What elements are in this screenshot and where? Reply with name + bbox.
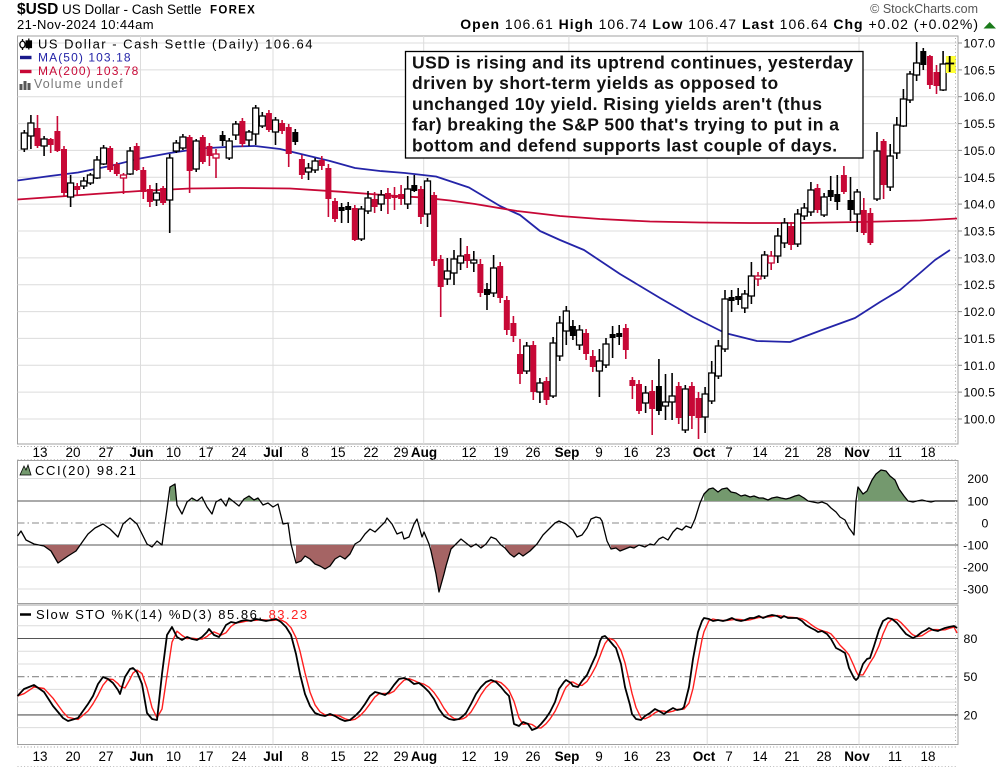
svg-text:Oct: Oct (693, 445, 716, 460)
svg-text:100.0: 100.0 (964, 413, 996, 427)
svg-text:8: 8 (301, 445, 309, 460)
svg-text:CCI(20) 98.21: CCI(20) 98.21 (35, 463, 137, 478)
svg-text:21: 21 (784, 445, 799, 460)
svg-text:7: 7 (725, 749, 733, 764)
svg-text:20: 20 (65, 445, 80, 460)
svg-text:16: 16 (623, 749, 638, 764)
svg-text:13: 13 (32, 445, 47, 460)
svg-text:Aug: Aug (411, 445, 437, 460)
svg-text:13: 13 (32, 749, 47, 764)
svg-text:27: 27 (98, 749, 113, 764)
svg-text:18: 18 (920, 445, 935, 460)
svg-text:12: 12 (461, 445, 476, 460)
svg-text:26: 26 (525, 445, 540, 460)
svg-text:Jul: Jul (263, 749, 283, 764)
svg-text:17: 17 (198, 749, 213, 764)
svg-text:103.0: 103.0 (964, 251, 996, 265)
svg-text:102.5: 102.5 (964, 278, 996, 292)
svg-text:-300: -300 (963, 583, 988, 597)
svg-text:15: 15 (330, 445, 345, 460)
svg-text:Sep: Sep (555, 445, 580, 460)
svg-text:22: 22 (363, 445, 378, 460)
svg-text:Sep: Sep (555, 749, 580, 764)
svg-text:11: 11 (888, 445, 902, 460)
svg-text:29: 29 (393, 445, 408, 460)
svg-text:50: 50 (964, 670, 978, 684)
svg-text:US Dollar - Cash Settle (Daily: US Dollar - Cash Settle (Daily) 106.64 (38, 37, 314, 52)
svg-text:9: 9 (595, 749, 603, 764)
svg-text:$USD: $USD (17, 1, 58, 18)
svg-text:-100: -100 (963, 539, 988, 553)
svg-text:Open 106.61 High 106.74 Low 10: Open 106.61 High 106.74 Low 106.47 Last … (460, 16, 979, 32)
svg-text:US Dollar - Cash Settle: US Dollar - Cash Settle (62, 2, 202, 17)
svg-text:103.5: 103.5 (964, 225, 996, 239)
svg-text:107.0: 107.0 (964, 37, 996, 51)
svg-text:USD is rising and its uptrend: USD is rising and its uptrend continues,… (412, 53, 854, 73)
svg-text:12: 12 (461, 749, 476, 764)
svg-text:Jun: Jun (129, 749, 153, 764)
svg-text:200: 200 (967, 472, 988, 486)
svg-text:14: 14 (752, 445, 768, 460)
svg-text:Slow STO %K(14) %D(3) 85.86, 8: Slow STO %K(14) %D(3) 85.86, 83.23 (36, 607, 309, 622)
svg-text:20: 20 (964, 708, 978, 722)
svg-text:9: 9 (595, 445, 603, 460)
svg-text:MA(50) 103.18: MA(50) 103.18 (38, 51, 132, 65)
svg-text:far) breaking the S&P 500 that: far) breaking the S&P 500 that's trying … (412, 115, 839, 135)
svg-text:11: 11 (888, 749, 902, 764)
svg-text:7: 7 (725, 445, 733, 460)
svg-text:Nov: Nov (844, 445, 870, 460)
svg-text:23: 23 (655, 445, 670, 460)
svg-text:19: 19 (493, 749, 508, 764)
svg-text:10: 10 (166, 749, 181, 764)
svg-text:102.0: 102.0 (964, 305, 996, 319)
svg-text:80: 80 (964, 632, 978, 646)
svg-text:FOREX: FOREX (210, 5, 256, 17)
svg-text:Jul: Jul (263, 445, 283, 460)
svg-text:100.5: 100.5 (964, 386, 996, 400)
svg-text:16: 16 (623, 445, 638, 460)
svg-text:14: 14 (752, 749, 768, 764)
svg-text:23: 23 (655, 749, 670, 764)
svg-text:101.0: 101.0 (964, 359, 996, 373)
svg-text:21-Nov-2024 10:44am: 21-Nov-2024 10:44am (17, 17, 154, 32)
svg-text:18: 18 (920, 749, 935, 764)
svg-text:bottom and defend supports las: bottom and defend supports last couple o… (412, 135, 838, 155)
svg-text:100: 100 (967, 495, 988, 509)
svg-text:-200: -200 (963, 561, 988, 575)
svg-text:Aug: Aug (411, 749, 437, 764)
svg-text:105.5: 105.5 (964, 117, 996, 131)
svg-text:28: 28 (816, 445, 831, 460)
svg-text:19: 19 (493, 445, 508, 460)
svg-text:Oct: Oct (693, 749, 716, 764)
svg-text:105.0: 105.0 (964, 144, 996, 158)
svg-text:29: 29 (393, 749, 408, 764)
svg-text:104.0: 104.0 (964, 198, 996, 212)
svg-text:17: 17 (198, 445, 213, 460)
svg-text:Jun: Jun (129, 445, 153, 460)
svg-text:Nov: Nov (844, 749, 870, 764)
svg-text:10: 10 (166, 445, 181, 460)
svg-text:24: 24 (231, 749, 247, 764)
svg-text:24: 24 (231, 445, 247, 460)
svg-text:104.5: 104.5 (964, 171, 996, 185)
svg-text:106.5: 106.5 (964, 63, 996, 77)
svg-text:unchanged 10y yield. Rising yi: unchanged 10y yield. Rising yields aren'… (412, 94, 822, 114)
svg-text:21: 21 (784, 749, 799, 764)
svg-text:© StockCharts.com: © StockCharts.com (870, 2, 978, 16)
svg-text:0: 0 (981, 517, 988, 531)
svg-text:26: 26 (525, 749, 540, 764)
svg-text:106.0: 106.0 (964, 90, 996, 104)
svg-text:101.5: 101.5 (964, 332, 996, 346)
svg-text:15: 15 (330, 749, 345, 764)
svg-text:20: 20 (65, 749, 80, 764)
svg-text:MA(200) 103.78: MA(200) 103.78 (38, 64, 139, 78)
svg-text:driven by short-term yields as: driven by short-term yields as opposed t… (412, 73, 779, 93)
svg-text:8: 8 (301, 749, 309, 764)
svg-text:22: 22 (363, 749, 378, 764)
svg-text:28: 28 (816, 749, 831, 764)
svg-text:27: 27 (98, 445, 113, 460)
svg-text:Volume undef: Volume undef (34, 77, 124, 91)
